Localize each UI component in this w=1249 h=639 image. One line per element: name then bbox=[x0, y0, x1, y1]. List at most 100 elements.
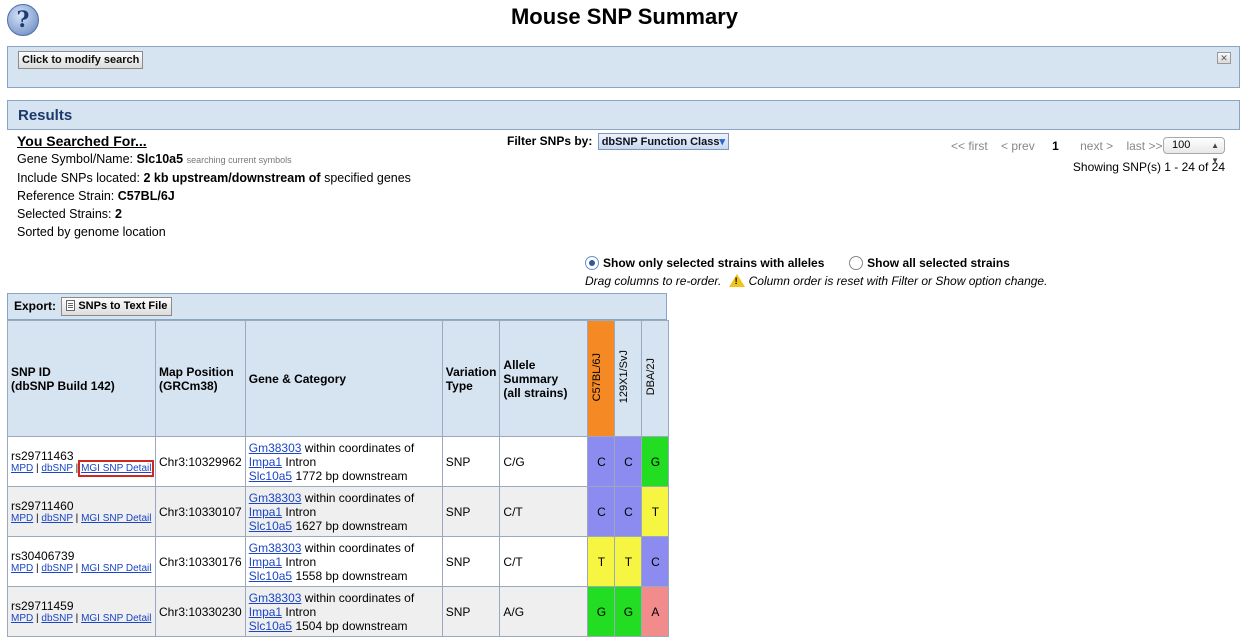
include-snps-label: Include SNPs located: bbox=[17, 171, 144, 185]
gene-category-text: within coordinates of bbox=[301, 490, 415, 505]
snp-id: rs29711459 bbox=[11, 599, 74, 613]
gene-link-impa1[interactable]: Impa1 bbox=[248, 504, 283, 519]
column-order-note: Drag columns to re-order. Column order i… bbox=[585, 274, 1047, 288]
gene-link-slc10a5[interactable]: Slc10a5 bbox=[248, 568, 293, 583]
col-gene-category[interactable]: Gene & Category bbox=[244, 320, 443, 437]
map-position-cell: Chr3:10330230 bbox=[155, 586, 246, 637]
gene-link-impa1[interactable]: Impa1 bbox=[248, 454, 283, 469]
dbsnp-link[interactable]: dbSNP bbox=[41, 563, 73, 574]
link-separator: | bbox=[33, 613, 42, 624]
gene-link-gm38303[interactable]: Gm38303 bbox=[248, 590, 302, 605]
link-separator: | bbox=[33, 513, 42, 524]
table-row: rs29711463 MPD | dbSNP | MGI SNP Detail Ch… bbox=[7, 436, 670, 487]
mpd-link[interactable]: MPD bbox=[11, 613, 34, 624]
mpd-link[interactable]: MPD bbox=[11, 563, 34, 574]
gene-category-text: 1558 bp downstream bbox=[292, 568, 408, 583]
gene-category-text: 1772 bp downstream bbox=[292, 468, 408, 483]
selected-strains-label: Selected Strains: bbox=[17, 207, 115, 221]
first-page-link[interactable]: << first bbox=[951, 139, 988, 153]
table-row: rs29711460 MPD | dbSNP | MGI SNP Detail Ch… bbox=[7, 486, 670, 537]
allele-cell: C bbox=[587, 486, 616, 537]
col-variation-label: Variation bbox=[445, 364, 497, 379]
col-snp-id[interactable]: SNP ID (dbSNP Build 142) bbox=[7, 320, 156, 437]
link-separator: | bbox=[72, 513, 82, 524]
gene-link-slc10a5[interactable]: Slc10a5 bbox=[248, 468, 293, 483]
mgi-snp-detail-link[interactable]: MGI SNP Detail bbox=[81, 513, 152, 524]
snp-links: MPD | dbSNP | MGI SNP Detail bbox=[11, 613, 152, 624]
gene-symbol-note: searching current symbols bbox=[186, 155, 292, 165]
gene-link-gm38303[interactable]: Gm38303 bbox=[248, 440, 302, 455]
gene-category-text: Intron bbox=[282, 554, 317, 569]
link-separator: | bbox=[72, 613, 82, 624]
gene-symbol-value: Slc10a5 bbox=[136, 152, 184, 166]
gene-link-impa1[interactable]: Impa1 bbox=[248, 604, 283, 619]
col-snp-id-label: SNP ID bbox=[11, 364, 51, 379]
show-all-selected-radio[interactable] bbox=[849, 256, 864, 270]
prev-page-link[interactable]: < prev bbox=[1001, 139, 1035, 153]
mgi-snp-detail-link[interactable]: MGI SNP Detail bbox=[78, 460, 155, 477]
gene-category-cell: Gm38303 within coordinates of Impa1 Intro… bbox=[244, 436, 443, 487]
collapse-icon[interactable]: ✕ bbox=[1217, 52, 1231, 64]
gene-category-text: 1627 bp downstream bbox=[292, 518, 408, 533]
variation-type-cell: SNP bbox=[441, 536, 501, 587]
gene-symbol-line: Gene Symbol/Name: Slc10a5 searching curr… bbox=[17, 150, 411, 169]
mgi-snp-detail-link[interactable]: MGI SNP Detail bbox=[81, 613, 152, 624]
reference-strain-value: C57BL/6J bbox=[117, 189, 175, 203]
text-file-icon bbox=[66, 300, 76, 311]
showing-count: Showing SNP(s) 1 - 24 of 24 bbox=[1072, 160, 1225, 174]
strain-label: C57BL/6J bbox=[591, 352, 604, 402]
gene-link-gm38303[interactable]: Gm38303 bbox=[248, 540, 302, 555]
table-row: rs29711459 MPD | dbSNP | MGI SNP Detail Ch… bbox=[7, 586, 670, 637]
gene-category-text: 1504 bp downstream bbox=[292, 618, 408, 633]
variation-type-cell: SNP bbox=[441, 436, 501, 487]
mpd-link[interactable]: MPD bbox=[11, 463, 34, 474]
function-class-filter-button[interactable]: dbSNP Function Class▾ bbox=[597, 133, 729, 150]
page-size-select[interactable]: 100 ▲ ▼ bbox=[1163, 137, 1225, 165]
allele-cell: G bbox=[614, 586, 643, 637]
col-allele-summary[interactable]: Allele Summary (all strains) bbox=[499, 320, 589, 437]
next-page-link[interactable]: next > bbox=[1080, 139, 1114, 153]
modify-search-button[interactable]: Click to modify search bbox=[18, 51, 144, 69]
col-map-position-sub: (GRCm38) bbox=[159, 378, 218, 393]
drag-columns-note: Drag columns to re-order. bbox=[585, 274, 722, 288]
select-arrows-icon: ▲ ▼ bbox=[1211, 141, 1219, 165]
show-only-selected-label: Show only selected strains with alleles bbox=[603, 256, 825, 270]
gene-link-gm38303[interactable]: Gm38303 bbox=[248, 490, 302, 505]
variation-type-cell: SNP bbox=[441, 586, 501, 637]
allele-cell: C bbox=[614, 436, 643, 487]
col-strain-129x1svj[interactable]: 129X1/SvJ bbox=[614, 320, 643, 437]
allele-cell: T bbox=[614, 536, 643, 587]
help-icon[interactable]: ? bbox=[7, 4, 39, 36]
sorted-by-line: Sorted by genome location bbox=[17, 225, 166, 239]
table-row: rs30406739 MPD | dbSNP | MGI SNP Detail Ch… bbox=[7, 536, 670, 587]
last-page-link[interactable]: last >> bbox=[1126, 139, 1163, 153]
selected-strains-value: 2 bbox=[114, 207, 122, 221]
col-strain-c57bl6j[interactable]: C57BL/6J bbox=[587, 320, 616, 437]
strain-display-options: Show only selected strains with alleles … bbox=[585, 256, 1010, 270]
gene-link-slc10a5[interactable]: Slc10a5 bbox=[248, 518, 293, 533]
link-separator: | bbox=[33, 463, 42, 474]
allele-cell: C bbox=[587, 436, 616, 487]
reference-strain-label: Reference Strain: bbox=[17, 189, 118, 203]
col-variation-type[interactable]: Variation Type bbox=[441, 320, 501, 437]
dbsnp-link[interactable]: dbSNP bbox=[41, 513, 73, 524]
gene-category-cell: Gm38303 within coordinates of Impa1 Intro… bbox=[244, 536, 443, 587]
column-reset-note: Column order is reset with Filter or Sho… bbox=[748, 274, 1048, 288]
col-map-position[interactable]: Map Position (GRCm38) bbox=[155, 320, 246, 437]
dbsnp-link[interactable]: dbSNP bbox=[41, 463, 73, 474]
mpd-link[interactable]: MPD bbox=[11, 513, 34, 524]
dbsnp-link[interactable]: dbSNP bbox=[41, 613, 73, 624]
selected-strains-line: Selected Strains: 2 bbox=[17, 205, 411, 223]
gene-link-impa1[interactable]: Impa1 bbox=[248, 554, 283, 569]
allele-cell: C bbox=[614, 486, 643, 537]
export-text-file-button[interactable]: SNPs to Text File bbox=[61, 297, 173, 316]
show-only-selected-radio[interactable] bbox=[585, 256, 599, 270]
include-snps-line: Include SNPs located: 2 kb upstream/down… bbox=[17, 169, 411, 187]
filter-snps: Filter SNPs by: dbSNP Function Class▾ bbox=[507, 133, 729, 150]
snp-id-cell: rs30406739 MPD | dbSNP | MGI SNP Detail bbox=[7, 536, 156, 587]
col-strain-dba2j[interactable]: DBA/2J bbox=[641, 320, 670, 437]
mgi-snp-detail-link[interactable]: MGI SNP Detail bbox=[81, 563, 152, 574]
allele-cell: T bbox=[587, 536, 616, 587]
gene-link-slc10a5[interactable]: Slc10a5 bbox=[248, 618, 293, 633]
export-bar: Export: SNPs to Text File bbox=[7, 293, 667, 320]
